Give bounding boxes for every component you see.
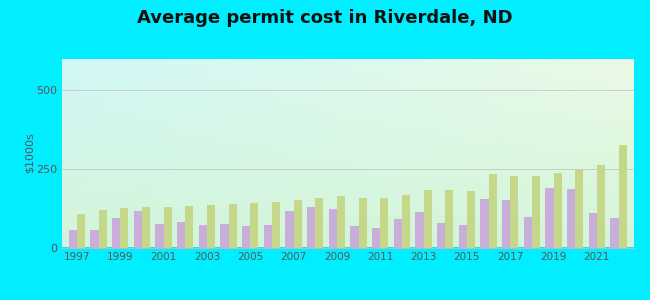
- Bar: [294, 200, 302, 247]
- Bar: [359, 198, 367, 248]
- Bar: [619, 145, 627, 248]
- Bar: [554, 172, 562, 248]
- Bar: [142, 206, 150, 247]
- Bar: [380, 198, 389, 248]
- Bar: [415, 212, 424, 248]
- Bar: [155, 224, 164, 248]
- Bar: [597, 165, 605, 247]
- Bar: [524, 217, 532, 248]
- Bar: [285, 211, 294, 248]
- Bar: [250, 203, 259, 247]
- Bar: [545, 188, 554, 248]
- Bar: [99, 210, 107, 248]
- Bar: [229, 204, 237, 248]
- Bar: [567, 189, 575, 248]
- Bar: [164, 206, 172, 247]
- Y-axis label: $1000s: $1000s: [25, 133, 34, 173]
- Bar: [264, 224, 272, 248]
- Bar: [220, 224, 229, 248]
- Bar: [134, 211, 142, 248]
- Bar: [437, 223, 445, 248]
- Bar: [337, 196, 345, 248]
- Bar: [372, 228, 380, 248]
- Legend: Riverdale city, North Dakota average: Riverdale city, North Dakota average: [207, 298, 489, 300]
- Bar: [589, 214, 597, 248]
- Bar: [315, 198, 324, 248]
- Text: Average permit cost in Riverdale, ND: Average permit cost in Riverdale, ND: [137, 9, 513, 27]
- Bar: [402, 195, 410, 248]
- Bar: [459, 225, 467, 247]
- Bar: [307, 206, 315, 247]
- Bar: [329, 209, 337, 248]
- Bar: [424, 190, 432, 247]
- Bar: [272, 202, 280, 247]
- Bar: [120, 208, 129, 248]
- Bar: [480, 199, 489, 248]
- Bar: [445, 190, 454, 247]
- Bar: [610, 218, 619, 248]
- Bar: [77, 214, 85, 248]
- Bar: [90, 230, 99, 247]
- Bar: [69, 230, 77, 247]
- Bar: [350, 226, 359, 247]
- Bar: [112, 218, 120, 248]
- Bar: [489, 174, 497, 248]
- Bar: [532, 176, 540, 248]
- Bar: [467, 191, 475, 248]
- Bar: [510, 176, 519, 248]
- Bar: [199, 225, 207, 247]
- Bar: [502, 200, 510, 247]
- Bar: [394, 218, 402, 248]
- Bar: [177, 222, 185, 248]
- Bar: [185, 206, 194, 247]
- Bar: [242, 226, 250, 247]
- Bar: [575, 170, 584, 248]
- Bar: [207, 205, 215, 247]
